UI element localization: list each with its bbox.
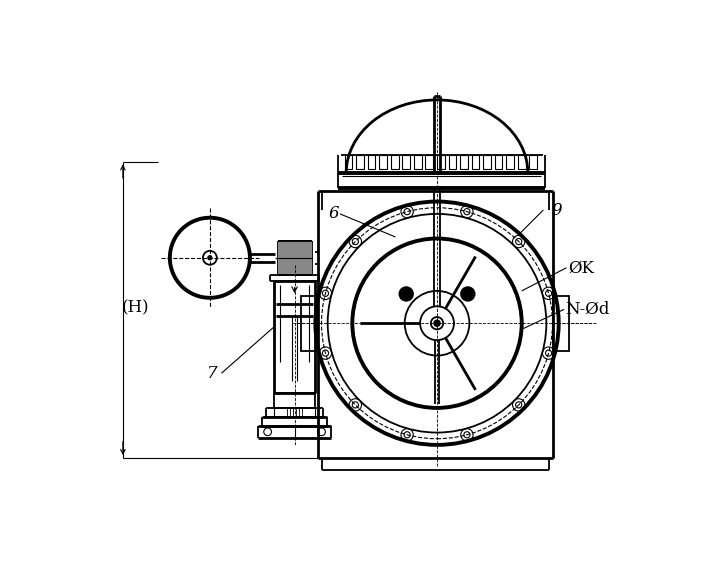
Bar [391,156,398,169]
Bar [425,156,433,169]
Text: 9: 9 [551,202,562,218]
Bar [278,241,312,275]
Text: ØK: ØK [568,259,594,276]
Bar [344,156,352,169]
Bar [368,156,376,169]
Bar [530,156,537,169]
Bar [506,156,514,169]
Bar [484,156,491,169]
Bar [414,156,422,169]
Text: 6: 6 [329,206,339,222]
Circle shape [460,286,476,302]
Bar [356,156,364,169]
Bar [460,156,468,169]
Circle shape [398,286,414,302]
Circle shape [207,255,212,260]
Bar [403,156,410,169]
Text: 7: 7 [207,365,217,382]
Bar [379,156,387,169]
Bar [449,156,457,169]
Bar [495,156,503,169]
Text: (H): (H) [121,300,149,316]
Circle shape [434,320,440,326]
Bar [552,295,569,351]
Bar [437,156,444,169]
Text: N-Ød: N-Ød [566,301,610,318]
Bar [301,295,317,351]
Bar [471,156,479,169]
Bar [518,156,525,169]
